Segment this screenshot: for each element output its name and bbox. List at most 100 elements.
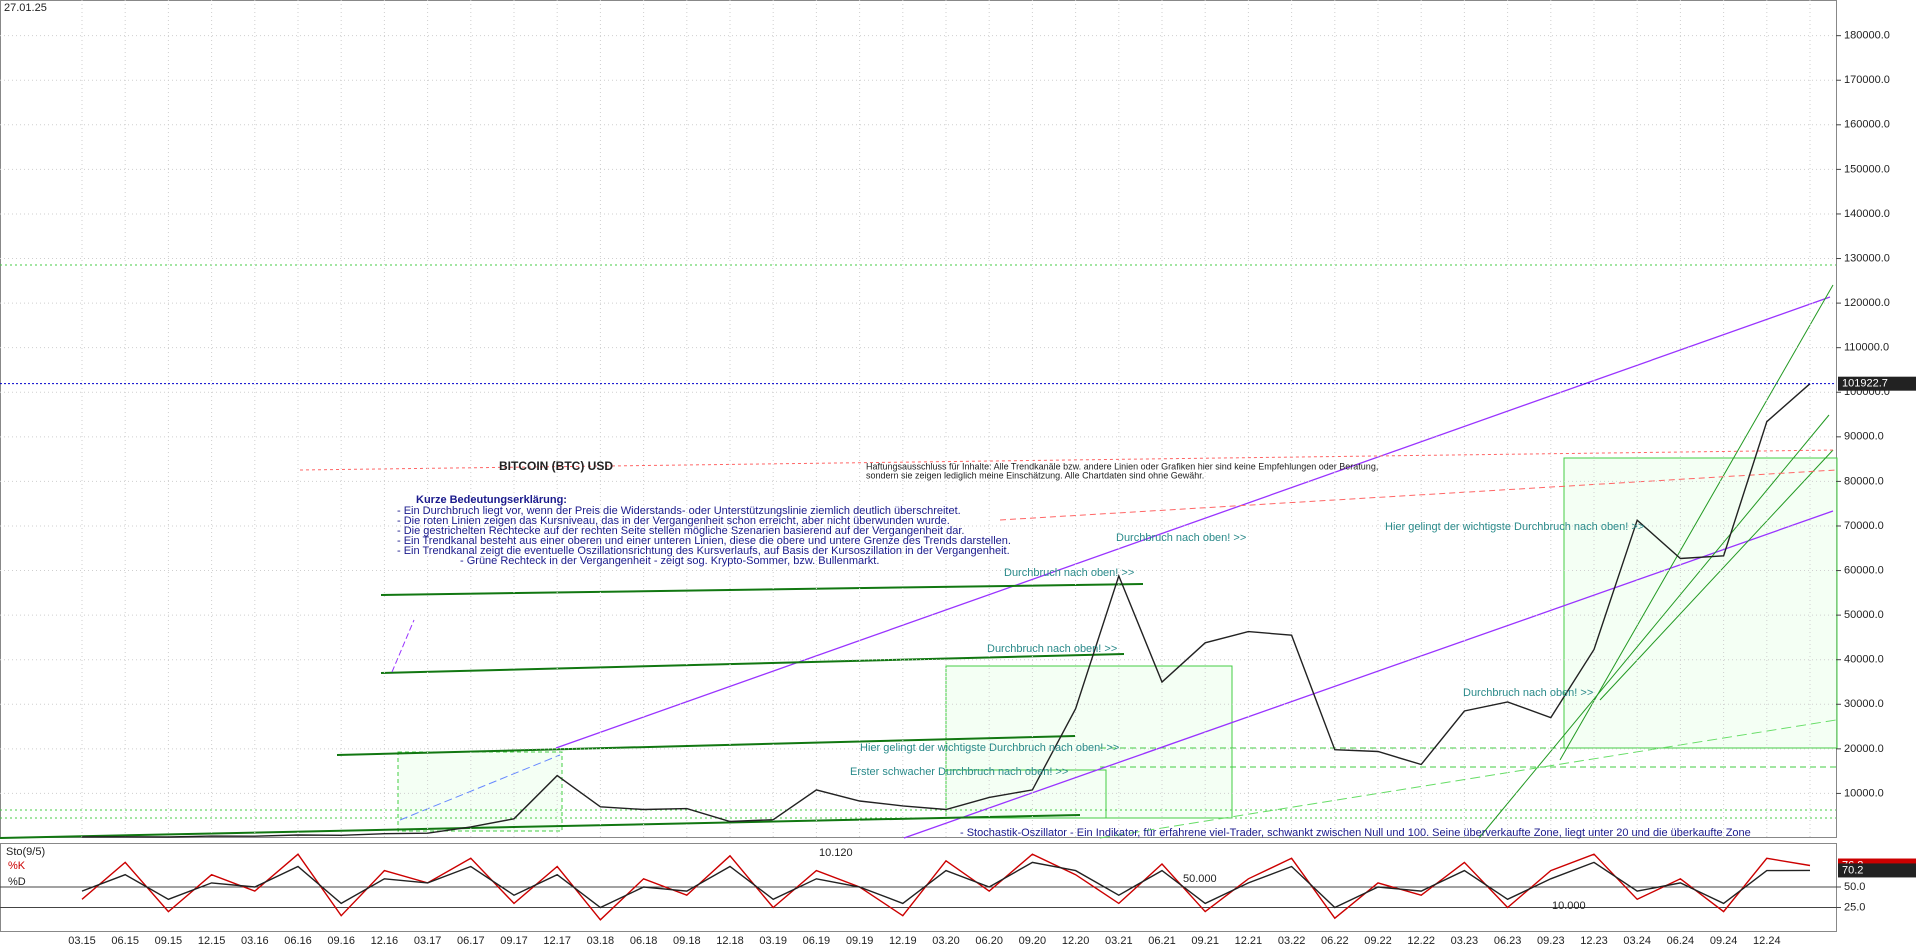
value-box	[1838, 376, 1916, 391]
green-rect	[1563, 457, 1838, 749]
x-tick-label: 09.19	[846, 935, 874, 947]
last-value: 101922.7	[1842, 378, 1888, 390]
x-tick-label: 09.23	[1537, 935, 1565, 947]
x-tick-label: 03.20	[932, 935, 960, 947]
x-tick-label: 03.23	[1451, 935, 1479, 947]
resistance-line	[380, 653, 1125, 674]
x-tick-label: 12.22	[1407, 935, 1435, 947]
price-frame	[0, 0, 1837, 838]
x-tick-label: 06.16	[284, 935, 312, 947]
x-tick-label: 06.24	[1667, 935, 1695, 947]
x-tick-label: 03.21	[1105, 935, 1133, 947]
y-tick-label: 110000.0	[1844, 342, 1889, 354]
x-tick-label: 09.22	[1364, 935, 1392, 947]
last-value: 70.2	[1842, 864, 1863, 876]
chart-title: BITCOIN (BTC) USD	[499, 459, 613, 473]
x-tick-label: 12.15	[198, 935, 226, 947]
date-label: 27.01.25	[4, 2, 47, 14]
annotation: Durchbruch nach oben! >>	[1463, 687, 1593, 699]
dash-line	[399, 754, 561, 821]
annotation: Erster schwacher Durchbruch nach oben! >…	[850, 766, 1068, 778]
legend-entry: %K	[8, 860, 26, 872]
y-tick-label: 70000.0	[1844, 520, 1884, 532]
x-tick-label: 06.22	[1321, 935, 1349, 947]
y-tick-label: 50000.0	[1844, 609, 1884, 621]
x-tick-label: 09.20	[1019, 935, 1047, 947]
channel-line	[1559, 284, 1834, 761]
x-tick-label: 03.16	[241, 935, 269, 947]
x-tick-label: 06.19	[803, 935, 831, 947]
y-tick-label: 30000.0	[1844, 698, 1884, 710]
y-tick-label: 25.0	[1844, 901, 1865, 913]
x-tick-label: 03.18	[587, 935, 615, 947]
y-tick-label: 50.0	[1844, 881, 1865, 893]
x-tick-label: 06.20	[975, 935, 1003, 947]
y-tick-label: 140000.0	[1844, 208, 1890, 220]
annotation: Hier gelingt der wichtigste Durchbruch n…	[1385, 521, 1644, 533]
base-line	[0, 814, 1081, 839]
x-tick-label: 03.22	[1278, 935, 1306, 947]
stoch-title: Sto(9/5)	[6, 846, 45, 858]
x-tick-label: 06.23	[1494, 935, 1522, 947]
x-tick-label: 06.21	[1148, 935, 1176, 947]
stoch-annotation: 10.120	[819, 847, 853, 859]
y-tick-label: 60000.0	[1844, 564, 1884, 576]
x-tick-label: 09.24	[1710, 935, 1738, 947]
legend-entry: %D	[8, 876, 26, 888]
x-tick-label: 09.15	[155, 935, 183, 947]
x-tick-label: 06.18	[630, 935, 658, 947]
y-tick-label: 120000.0	[1844, 297, 1890, 309]
drawings	[0, 264, 1838, 839]
x-tick-label: 06.15	[111, 935, 139, 947]
x-tick-label: 12.19	[889, 935, 917, 947]
x-tick-label: 06.17	[457, 935, 485, 947]
annotation: Durchbruch nach oben! >>	[1116, 532, 1246, 544]
resistance-line	[380, 583, 1144, 596]
x-tick-label: 12.23	[1580, 935, 1608, 947]
annotation: - Die roten Linien zeigen das Kursniveau…	[397, 515, 950, 527]
channel-line	[1599, 449, 1834, 701]
y-tick-label: 80000.0	[1844, 475, 1884, 487]
annotation: - Grüne Rechteck in der Vergangenheit - …	[460, 555, 879, 567]
y-tick-label: 40000.0	[1844, 654, 1884, 666]
annotation: - Ein Trendkanal zeigt die eventuelle Os…	[397, 545, 1010, 557]
y-tick-label: 150000.0	[1844, 163, 1890, 175]
x-tick-label: 12.17	[543, 935, 571, 947]
annotation: - Stochastik-Oszillator - Ein Indikator,…	[960, 827, 1751, 839]
value-box	[1838, 863, 1916, 878]
stoch-annotation: 10.000	[1552, 900, 1586, 912]
annotation: Durchbruch nach oben! >>	[987, 643, 1117, 655]
annotation: - Ein Trendkanal besteht aus einer obere…	[397, 535, 1011, 547]
channel-line	[1099, 719, 1837, 839]
series-line	[81, 853, 1811, 921]
series-line	[81, 861, 1811, 909]
y-tick-label: 90000.0	[1844, 431, 1884, 443]
y-tick-label: 20000.0	[1844, 743, 1884, 755]
x-tick-label: 09.18	[673, 935, 701, 947]
x-tick-label: 12.20	[1062, 935, 1090, 947]
x-tick-label: 12.21	[1235, 935, 1263, 947]
x-tick-label: 12.18	[716, 935, 744, 947]
trend-line	[903, 510, 1834, 839]
x-tick-label: 03.19	[759, 935, 787, 947]
x-tick-label: 03.17	[414, 935, 442, 947]
x-tick-label: 12.24	[1753, 935, 1781, 947]
trend-line	[555, 296, 1831, 749]
dash-line	[391, 619, 415, 673]
annotation: Hier gelingt der wichtigste Durchbruch n…	[860, 742, 1119, 754]
annotation: sondern sie zeigen lediglich meine Einsc…	[866, 470, 1204, 480]
x-tick-label: 03.15	[68, 935, 96, 947]
annotation: Haftungsausschluss für Inhalte: Alle Tre…	[866, 461, 1378, 471]
stoch-annotation: 50.000	[1183, 873, 1217, 885]
annotation: Durchbruch nach oben! >>	[1004, 567, 1134, 579]
annotation: Kurze Bedeutungserklärung:	[416, 494, 567, 506]
green-rect	[945, 665, 1233, 819]
series-line	[81, 383, 1811, 838]
y-tick-label: 130000.0	[1844, 252, 1890, 264]
x-tick-label: 03.24	[1623, 935, 1651, 947]
red-level	[299, 449, 1837, 471]
x-tick-label: 09.16	[327, 935, 355, 947]
y-tick-label: 170000.0	[1844, 74, 1890, 86]
y-tick-label: 10000.0	[1844, 787, 1884, 799]
